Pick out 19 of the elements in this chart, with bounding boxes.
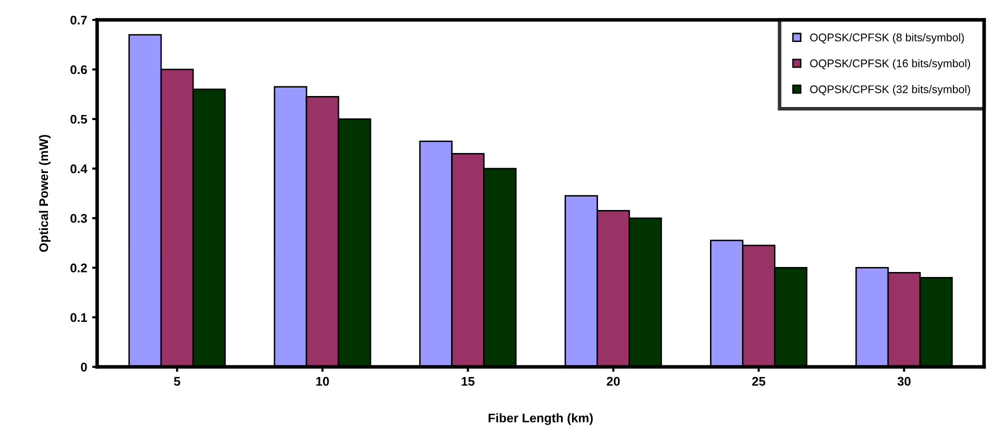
legend-label: OQPSK/CPFSK (16 bits/symbol) — [810, 59, 970, 70]
x-tick-label: 15 — [462, 377, 474, 386]
legend-label: OQPSK/CPFSK (32 bits/symbol) — [810, 85, 970, 96]
y-tick-label: 0.4 — [70, 164, 88, 174]
x-tick-label: 5 — [174, 377, 180, 386]
y-tick-label: 0 — [80, 362, 87, 372]
x-tick-label: 20 — [606, 376, 620, 386]
x-tick-label: 10 — [316, 376, 329, 386]
y-tick-label: 0.1 — [70, 313, 88, 322]
y-tick-label: 0.3 — [70, 214, 87, 223]
x-tick-label: 25 — [752, 376, 766, 386]
y-axis-title: Optical Power (mW) — [38, 134, 51, 252]
legend-label: OQPSK/CPFSK (8 bits/symbol) — [810, 33, 964, 44]
y-tick-label: 0.2 — [70, 264, 87, 272]
x-tick-label: 30 — [897, 376, 911, 386]
y-tick-label: 0.6 — [70, 65, 87, 74]
y-tick-label: 0.5 — [70, 114, 88, 124]
y-tick-label: 0.7 — [70, 16, 87, 25]
x-axis-title: Fiber Length (km) — [488, 413, 593, 425]
